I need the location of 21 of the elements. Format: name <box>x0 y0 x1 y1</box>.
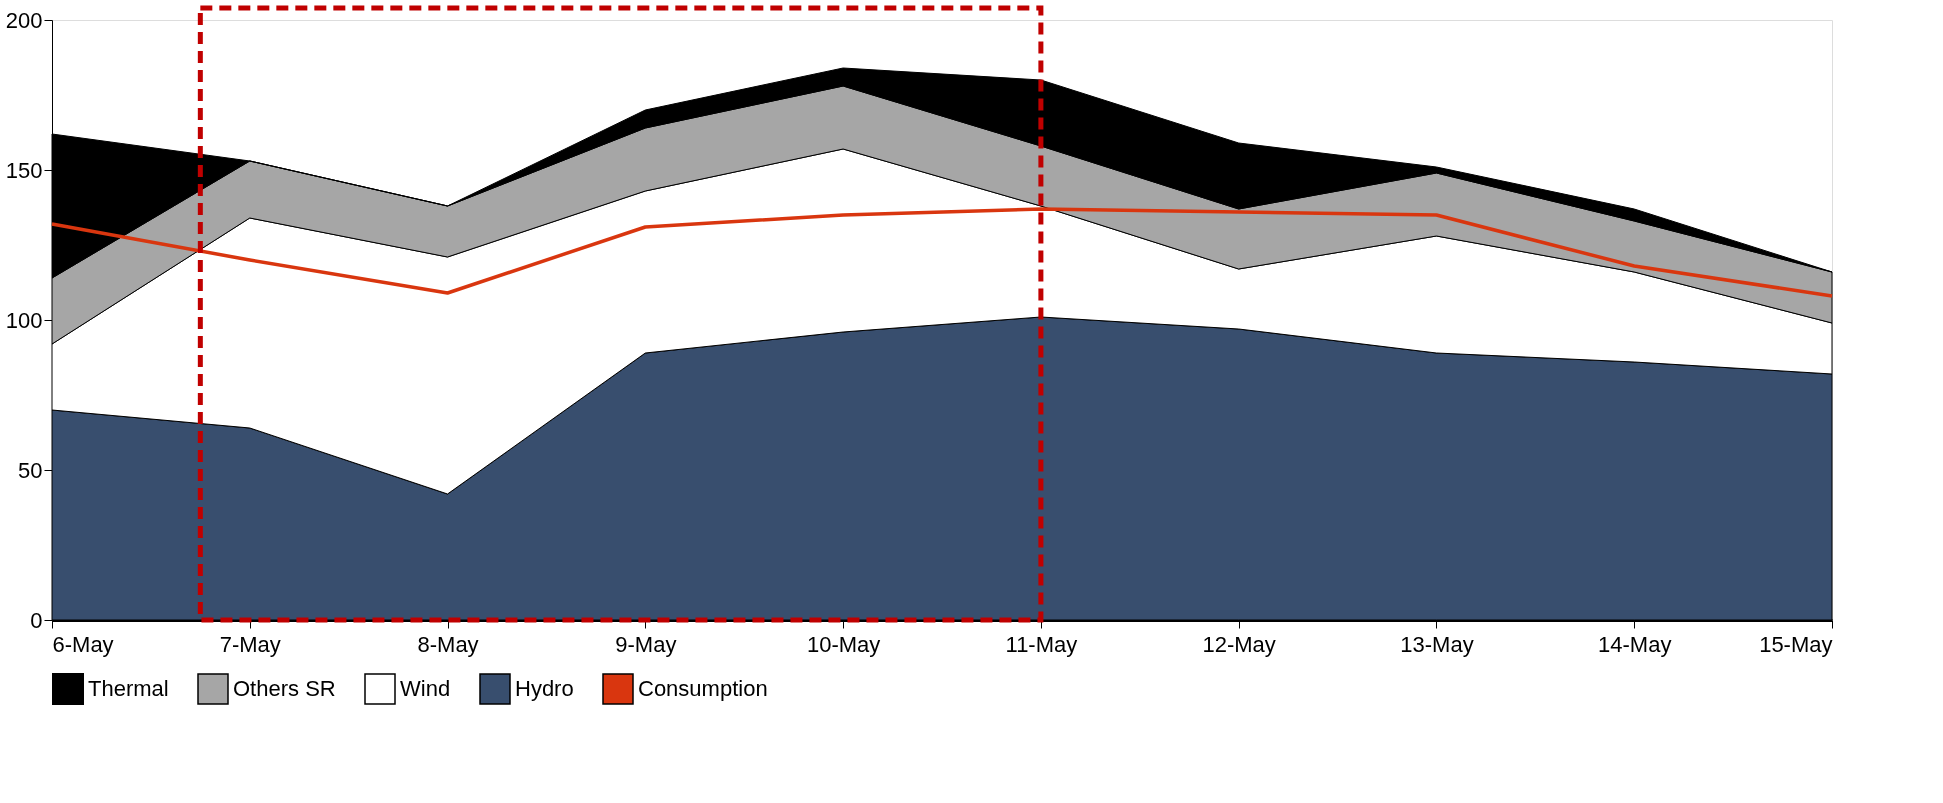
x-tick-label: 15-May <box>1759 631 1833 657</box>
line-series <box>50 207 1834 298</box>
y-tick-label: 50 <box>18 457 43 483</box>
x-tick-label: 13-May <box>1400 631 1474 657</box>
y-tick-label: 0 <box>30 607 43 633</box>
y-tick-label: 200 <box>5 7 43 33</box>
legend-label: Wind <box>400 676 451 701</box>
legend-label: Thermal <box>88 676 169 701</box>
x-tick-label: 9-May <box>615 631 677 657</box>
legend-label: Hydro <box>515 676 574 701</box>
x-tick-label: 7-May <box>219 631 281 657</box>
x-tick-label: 6-May <box>52 631 114 657</box>
x-tick-label: 10-May <box>806 631 881 657</box>
y-tick-label: 150 <box>5 157 43 183</box>
x-tick-label: 11-May <box>1005 631 1078 657</box>
legend-label: Consumption <box>638 676 768 701</box>
x-tick-label: 14-May <box>1598 631 1672 657</box>
x-tick-label: 8-May <box>417 631 479 657</box>
legend-label: Others SR <box>233 676 336 701</box>
y-tick-label: 100 <box>5 307 43 333</box>
x-tick-label: 12-May <box>1202 631 1276 657</box>
